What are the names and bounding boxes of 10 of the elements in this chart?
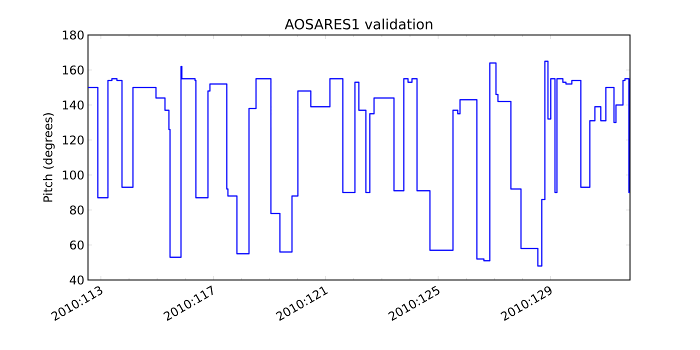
y-tick-label: 160 xyxy=(62,65,84,75)
y-tick-label: 180 xyxy=(62,30,84,40)
y-tick-label: 60 xyxy=(70,240,84,250)
y-tick-label: 40 xyxy=(70,275,84,285)
y-tick-label: 100 xyxy=(62,170,84,180)
chart-title: AOSARES1 validation xyxy=(284,18,432,30)
y-axis-title: Pitch (degrees) xyxy=(43,113,55,202)
y-tick-label: 80 xyxy=(70,205,84,215)
y-tick-label: 140 xyxy=(62,100,84,110)
y-tick-label: 120 xyxy=(62,135,84,145)
